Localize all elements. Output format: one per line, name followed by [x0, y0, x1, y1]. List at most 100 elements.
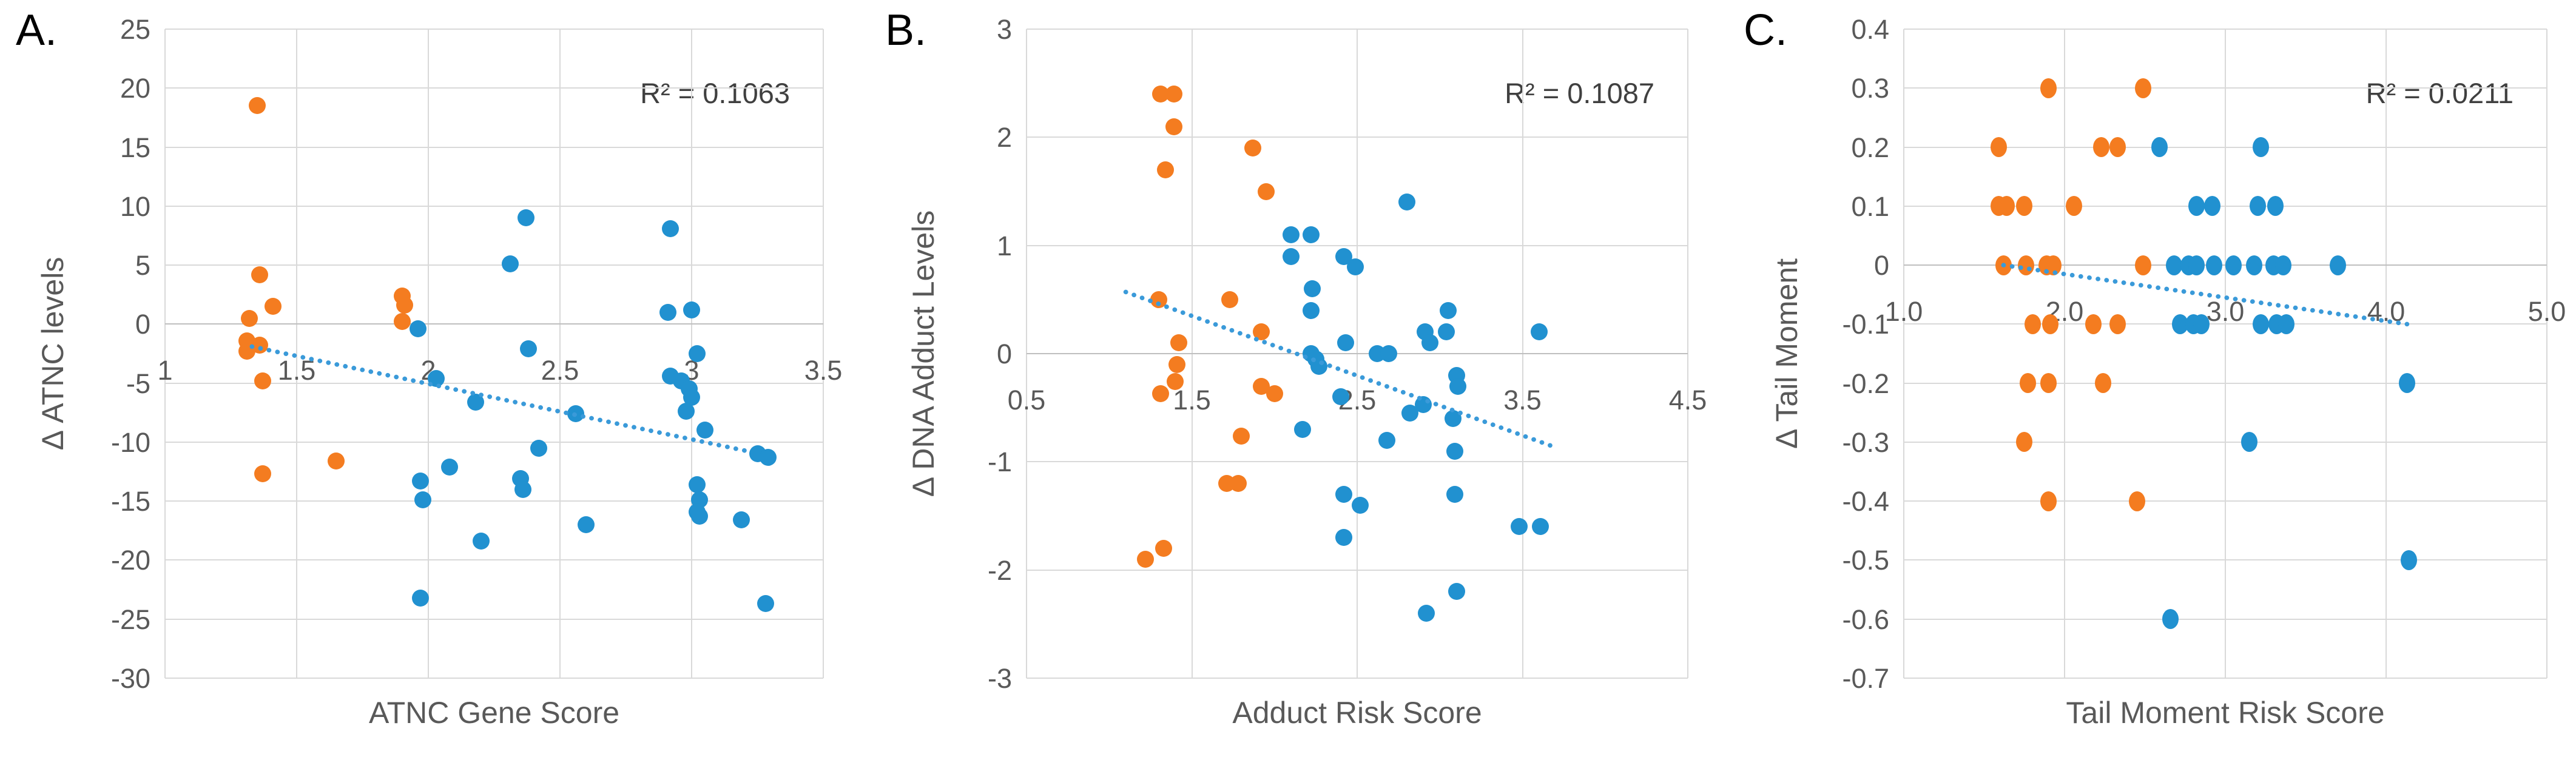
y-tick-label: -5	[126, 368, 150, 399]
data-point-blue	[1332, 388, 1349, 406]
data-point-orange	[1137, 550, 1155, 568]
data-point-orange	[2109, 137, 2126, 158]
data-point-blue	[1446, 485, 1463, 503]
data-point-blue	[1418, 605, 1435, 622]
data-point-blue	[1294, 420, 1312, 438]
y-tick-label: 25	[120, 14, 150, 45]
x-tick-label: 1.5	[277, 355, 316, 386]
y-tick-label: -15	[110, 486, 150, 517]
panel-b-label: B.	[885, 6, 927, 55]
gridline-horizontal	[1904, 618, 2547, 620]
gridline-horizontal	[1904, 205, 2547, 207]
gridline-vertical	[2546, 29, 2547, 678]
y-tick-label: -0.6	[1842, 604, 1889, 635]
data-point-orange	[251, 266, 269, 283]
panel-c-x-axis-title: Tail Moment Risk Score	[2066, 696, 2385, 730]
gridline-horizontal	[1904, 441, 2547, 443]
panel-a-y-axis-title: Δ ATNC levels	[36, 257, 70, 451]
data-point-blue	[1283, 226, 1300, 243]
data-point-orange	[2109, 314, 2126, 334]
gridline-vertical	[1903, 29, 1904, 678]
y-tick-label: 3	[996, 14, 1012, 45]
gridline-horizontal	[165, 678, 823, 679]
y-tick-label: -0.7	[1842, 663, 1889, 694]
data-point-blue	[472, 533, 490, 550]
y-tick-label: 2	[996, 122, 1012, 153]
data-point-blue	[1438, 323, 1455, 341]
data-point-blue	[2205, 255, 2222, 275]
data-point-blue	[2252, 314, 2269, 334]
panel-a-label: A.	[16, 6, 58, 55]
y-tick-label: -0.3	[1842, 426, 1889, 458]
data-point-orange	[2093, 137, 2110, 158]
y-tick-label: -0.5	[1842, 545, 1889, 576]
x-tick-label: 0.5	[1007, 385, 1046, 416]
gridline-horizontal	[1904, 146, 2547, 148]
data-point-orange	[1221, 291, 1239, 308]
data-point-orange	[1258, 183, 1275, 200]
trendline	[1123, 289, 1553, 448]
gridline-horizontal	[1904, 323, 2547, 325]
panel-c: C. Δ Tail Moment R² = 0.0211 0.4 0.3 0.2 0.…	[1717, 0, 2576, 757]
gridline-horizontal	[165, 500, 823, 502]
panel-a-x-axis-title: ATNC Gene Score	[368, 696, 620, 730]
data-point-blue	[662, 220, 679, 237]
data-point-blue	[1304, 280, 1321, 297]
y-tick-label: 0.3	[1851, 73, 1889, 104]
gridline-horizontal	[165, 382, 823, 384]
gridline-vertical	[2385, 29, 2387, 678]
gridline-horizontal	[165, 264, 823, 266]
panel-a-plot-area: R² = 0.1063 25 20 15 10 5 0 -5 -10 -15 -20 -25 -30 1…	[111, 16, 842, 692]
data-point-orange	[240, 309, 258, 327]
data-point-blue	[519, 340, 537, 358]
data-point-orange	[2016, 196, 2033, 217]
gridline-horizontal	[1027, 136, 1688, 138]
gridline-horizontal	[1904, 559, 2547, 561]
gridline-vertical	[164, 29, 166, 678]
y-tick-label: -0.1	[1842, 309, 1889, 340]
data-point-orange	[1170, 334, 1187, 352]
trendline	[249, 344, 752, 454]
y-tick-label: -20	[110, 545, 150, 576]
y-tick-label: 10	[120, 190, 150, 222]
panel-c-y-axis-title: Δ Tail Moment	[1770, 258, 1804, 449]
panel-b-plot-area: R² = 0.1087 3 2 1 0 -1 -2 -3 0.5 1.5 2.5 3.5 4.5	[988, 16, 1707, 692]
data-point-orange	[1155, 540, 1173, 557]
data-point-blue	[411, 589, 429, 607]
data-point-orange	[1167, 373, 1184, 391]
data-point-blue	[2151, 137, 2168, 158]
data-point-orange	[1156, 161, 1174, 178]
data-point-blue	[2165, 255, 2182, 275]
y-tick-label: -2	[987, 554, 1012, 586]
y-tick-label: 0.1	[1851, 190, 1889, 222]
data-point-orange	[1266, 385, 1283, 402]
gridline-horizontal	[1904, 500, 2547, 502]
gridline-horizontal	[1027, 461, 1688, 463]
data-point-orange	[2040, 491, 2057, 511]
gridline-horizontal	[1904, 678, 2547, 679]
data-point-blue	[683, 301, 700, 319]
data-point-orange	[328, 453, 345, 470]
data-point-blue	[1347, 258, 1364, 276]
y-tick-label: 20	[120, 73, 150, 104]
gridline-horizontal	[165, 87, 823, 89]
data-point-orange	[1229, 475, 1247, 492]
data-point-blue	[2267, 196, 2284, 217]
data-point-orange	[2017, 255, 2034, 275]
data-point-orange	[2135, 255, 2152, 275]
x-tick-label: 4.5	[1668, 385, 1707, 416]
data-point-blue	[759, 449, 777, 466]
data-point-blue	[1530, 323, 1548, 341]
data-point-blue	[2188, 196, 2205, 217]
data-point-orange	[393, 313, 411, 331]
gridline-horizontal	[165, 559, 823, 561]
data-point-blue	[659, 303, 676, 321]
data-point-blue	[2225, 255, 2242, 275]
data-point-blue	[501, 255, 519, 273]
data-point-blue	[1378, 431, 1396, 449]
data-point-orange	[1998, 196, 2015, 217]
x-tick-label: 3.5	[804, 355, 843, 386]
data-point-blue	[696, 422, 713, 439]
data-point-blue	[1398, 193, 1415, 211]
data-point-blue	[2398, 373, 2415, 394]
